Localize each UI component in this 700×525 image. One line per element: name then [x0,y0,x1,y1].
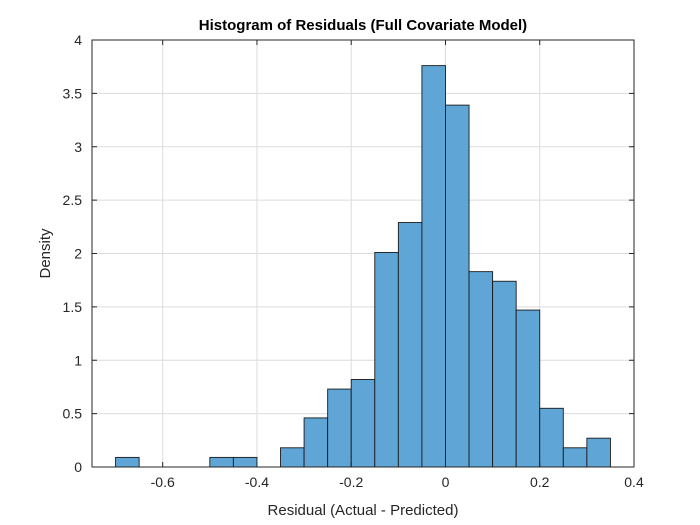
y-tick-label: 2.5 [63,192,83,208]
histogram-bar [586,437,611,468]
histogram-bar [539,407,564,468]
x-tick-label: -0.2 [339,474,363,490]
x-tick-label: 0.4 [624,474,644,490]
x-tick-label: -0.4 [245,474,269,490]
histogram-bar [350,379,376,468]
chart-title: Histogram of Residuals (Full Covariate M… [199,17,527,34]
histogram-bar [280,447,305,468]
y-tick-label: 3 [74,139,82,155]
x-tick-label: 0 [442,474,450,490]
y-tick-label: 0.5 [63,406,83,422]
histogram-bars [115,65,611,468]
x-tick-label: -0.6 [151,474,175,490]
histogram-bar [232,456,258,468]
histogram-bar [562,447,588,468]
histogram-bar [468,271,494,468]
x-tick-label: 0.2 [530,474,550,490]
histogram-bar [397,222,423,468]
y-tick-label: 1.5 [63,299,83,315]
histogram-bar [115,456,140,468]
histogram-bar [303,417,329,468]
y-tick-label: 4 [74,32,82,48]
y-tick-label: 1 [74,352,82,368]
histogram-bar [515,309,541,468]
y-tick-label: 2 [74,246,82,262]
histogram-bar [421,65,446,468]
y-tick-label: 3.5 [63,85,83,101]
x-axis-ticks: -0.6 -0.4 -0.2 0 0.2 0.4 [151,40,644,490]
histogram-bar [327,388,352,468]
histogram-bar [374,251,399,468]
y-axis-label: Density [37,228,54,279]
x-axis-label: Residual (Actual - Predicted) [268,502,459,519]
y-tick-label: 0 [74,459,82,475]
histogram-bar [445,104,470,468]
histogram-bar [492,280,517,468]
histogram-bar [209,456,234,468]
y-axis-ticks: 0 0.5 1 1.5 2 2.5 3 3.5 4 [63,32,634,475]
